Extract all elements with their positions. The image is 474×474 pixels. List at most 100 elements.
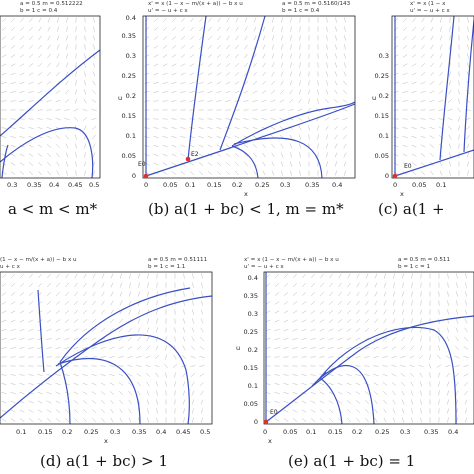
direction-field-arrow <box>75 134 77 140</box>
direction-field-arrow <box>64 356 70 358</box>
direction-field-arrow <box>46 383 52 385</box>
direction-field-arrow <box>171 127 177 129</box>
panel-a-plot-area <box>0 16 100 178</box>
direction-field-arrow <box>19 153 25 157</box>
panel-e-frame <box>263 271 474 425</box>
direction-field-arrow <box>65 89 69 95</box>
direction-field-arrow <box>100 328 106 332</box>
direction-field-arrow <box>56 71 60 77</box>
direction-field-arrow <box>119 327 123 333</box>
direction-field-arrow <box>310 301 316 305</box>
direction-field-arrow <box>447 273 449 279</box>
direction-field-arrow <box>455 327 459 333</box>
direction-field-arrow <box>253 152 257 158</box>
direction-field-arrow <box>283 400 289 404</box>
direction-field-arrow <box>38 283 42 287</box>
direction-field-arrow <box>10 319 16 323</box>
panel-d-trajectory-1 <box>0 295 213 419</box>
panel-c-header-line-1: x' = x (1 − x <box>410 1 446 7</box>
direction-field-arrow <box>411 291 413 297</box>
direction-field-arrow <box>271 71 275 77</box>
direction-field-arrow <box>190 355 196 359</box>
direction-field-arrow <box>198 100 204 102</box>
direction-field-arrow <box>137 309 141 315</box>
direction-field-arrow <box>164 363 168 369</box>
direction-field-arrow <box>274 301 280 305</box>
direction-field-arrow <box>365 282 369 288</box>
direction-field-arrow <box>334 134 338 140</box>
direction-field-arrow <box>225 90 231 94</box>
direction-field-arrow <box>171 27 177 31</box>
panel-e-ytick: 0.3 <box>248 310 258 318</box>
direction-field-arrow <box>392 399 396 405</box>
panel-e-y-ticks: 0 0.05 0.1 0.15 0.2 0.25 0.3 0.35 0.4 <box>244 274 258 426</box>
direction-field-arrow <box>329 301 333 305</box>
direction-field-arrow <box>174 372 176 378</box>
direction-field-arrow <box>283 301 289 305</box>
direction-field-arrow <box>412 35 416 41</box>
direction-field-arrow <box>301 418 307 422</box>
direction-field-arrow <box>298 98 302 104</box>
direction-field-arrow <box>346 319 352 323</box>
direction-field-arrow <box>1 319 7 323</box>
direction-field-arrow <box>156 327 158 333</box>
panel-d-xtick: 0.3 <box>110 428 120 436</box>
direction-field-arrow <box>64 117 70 121</box>
direction-field-arrow <box>147 417 149 423</box>
direction-field-arrow <box>252 135 258 139</box>
direction-field-arrow <box>288 109 294 111</box>
direction-field-arrow <box>19 171 25 175</box>
direction-field-arrow <box>84 53 86 59</box>
panel-e: x' = x (1 − x − m/(x + a)) − b x u u' = … <box>236 257 474 470</box>
direction-field-arrow <box>446 336 450 342</box>
direction-field-arrow <box>243 153 249 157</box>
direction-field-arrow <box>328 391 334 395</box>
direction-field-arrow <box>216 100 222 102</box>
direction-field-arrow <box>100 356 106 358</box>
direction-field-arrow <box>373 356 379 358</box>
direction-field-arrow <box>200 417 204 423</box>
panel-a-x-ticks: 0.3 0.35 0.4 0.45 0.5 <box>7 181 99 189</box>
direction-field-arrow <box>411 54 417 58</box>
direction-field-arrow <box>183 399 185 405</box>
direction-field-arrow <box>37 118 43 120</box>
direction-field-arrow <box>464 399 468 405</box>
direction-field-arrow <box>280 62 284 68</box>
panel-d-xtick: 0.2 <box>62 428 72 436</box>
direction-field-arrow <box>274 283 280 287</box>
direction-field-arrow <box>374 300 378 306</box>
direction-field-arrow <box>373 391 379 395</box>
direction-field-arrow <box>338 300 342 306</box>
direction-field-arrow <box>412 26 416 32</box>
direction-field-arrow <box>274 274 280 278</box>
direction-field-arrow <box>74 282 78 288</box>
direction-field-arrow <box>234 90 240 94</box>
direction-field-arrow <box>289 89 293 95</box>
direction-field-arrow <box>456 300 458 306</box>
direction-field-arrow <box>10 418 16 422</box>
direction-field-arrow <box>456 273 458 279</box>
direction-field-arrow <box>383 291 387 297</box>
direction-field-arrow <box>199 26 203 32</box>
panel-e-trajectory-4 <box>317 364 375 425</box>
direction-field-arrow <box>37 400 43 404</box>
direction-field-arrow <box>1 274 7 278</box>
direction-field-arrow <box>289 80 293 86</box>
direction-field-arrow <box>292 418 298 422</box>
direction-field-arrow <box>335 161 337 167</box>
direction-field-arrow <box>138 291 140 297</box>
direction-field-arrow <box>10 153 16 157</box>
direction-field-arrow <box>383 273 387 279</box>
direction-field-arrow <box>429 90 435 94</box>
direction-field-arrow <box>310 337 316 341</box>
direction-field-arrow <box>75 62 77 68</box>
direction-field-arrow <box>28 153 34 157</box>
direction-field-arrow <box>374 417 378 423</box>
direction-field-arrow <box>162 153 168 157</box>
direction-field-arrow <box>337 310 343 314</box>
direction-field-arrow <box>92 134 96 140</box>
panel-a: a = 0.5 m = 0.512222 b = 1 c = 0.4 0.3 0… <box>0 1 101 218</box>
direction-field-arrow <box>364 328 370 332</box>
direction-field-arrow <box>428 363 432 369</box>
direction-field-arrow <box>180 63 186 67</box>
